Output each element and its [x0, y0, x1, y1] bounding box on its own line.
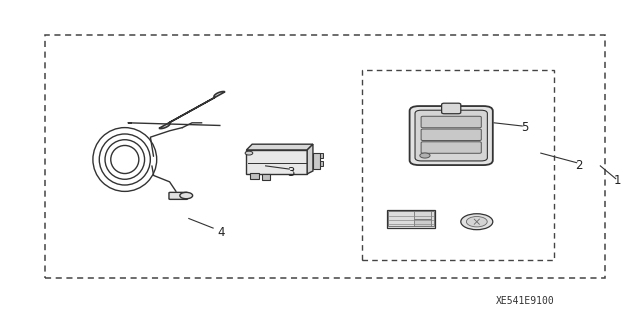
Circle shape	[420, 153, 430, 158]
Polygon shape	[307, 144, 313, 174]
Bar	[387, 210, 435, 228]
Bar	[413, 211, 431, 219]
FancyBboxPatch shape	[410, 106, 493, 165]
Text: XE541E9100: XE541E9100	[495, 296, 554, 307]
FancyBboxPatch shape	[169, 192, 188, 199]
Circle shape	[467, 217, 487, 227]
Circle shape	[245, 151, 253, 155]
Bar	[320, 161, 323, 166]
Text: 1: 1	[614, 174, 621, 187]
Polygon shape	[246, 144, 313, 150]
Bar	[313, 152, 320, 169]
Bar	[250, 173, 259, 179]
Text: 5: 5	[521, 121, 529, 134]
Text: 2: 2	[575, 160, 583, 172]
Bar	[262, 174, 270, 180]
Bar	[320, 153, 323, 158]
Circle shape	[461, 214, 493, 230]
FancyBboxPatch shape	[442, 103, 461, 114]
Text: 3: 3	[287, 166, 295, 179]
FancyBboxPatch shape	[415, 110, 488, 161]
FancyBboxPatch shape	[421, 129, 481, 140]
Bar	[362, 70, 554, 260]
Bar	[246, 150, 307, 174]
FancyBboxPatch shape	[421, 116, 481, 128]
Circle shape	[180, 192, 193, 199]
Text: 4: 4	[217, 226, 225, 239]
Bar	[413, 219, 431, 226]
Bar	[45, 35, 605, 278]
Polygon shape	[159, 92, 225, 129]
FancyBboxPatch shape	[421, 142, 481, 153]
Bar	[388, 211, 434, 226]
